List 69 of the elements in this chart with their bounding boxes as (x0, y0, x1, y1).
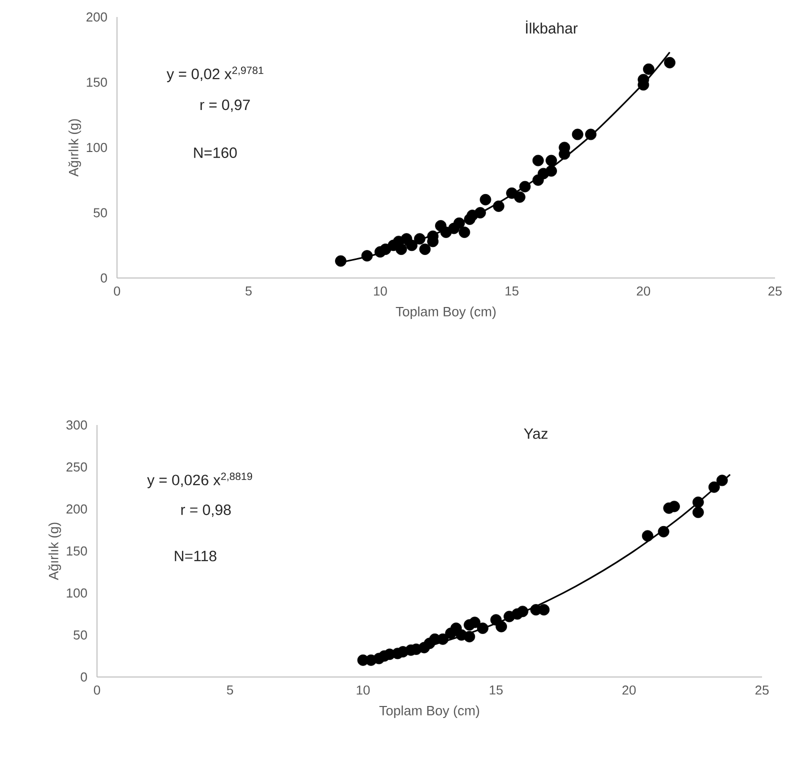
y-tick-label: 300 (66, 420, 87, 430)
point (361, 250, 373, 262)
annotation: y = 0,02 x$^{2,9781}$ (166, 66, 264, 82)
x-tick-label: 5 (246, 286, 252, 296)
point (658, 526, 670, 538)
point (516, 606, 528, 618)
point (437, 633, 449, 645)
point (492, 200, 504, 212)
annotation: y = 0,026 x$^{2,8819}$ (147, 472, 252, 488)
point (464, 630, 476, 642)
point (396, 244, 407, 255)
point (538, 604, 550, 616)
x-tick-label: 0 (114, 286, 120, 296)
y-tick-label: 200 (86, 12, 107, 22)
annotation: N=118 (174, 550, 216, 562)
point (474, 207, 486, 218)
x-tick-label: 15 (490, 686, 503, 695)
annotation: N=160 (194, 147, 237, 158)
chart-title: Yaz (524, 428, 548, 439)
point (496, 620, 508, 632)
chart-title: İlkbahar (526, 20, 578, 34)
point (519, 180, 531, 192)
x-tick-label: 20 (636, 286, 650, 296)
point (642, 63, 654, 75)
point (514, 191, 526, 203)
point (572, 128, 584, 140)
annotation: r = 0,97 (200, 100, 250, 112)
point (585, 128, 596, 140)
y-tick-label: 100 (86, 142, 107, 152)
point (664, 56, 676, 68)
y-axis-title: Ağırlık (g) (48, 522, 62, 580)
y-tick-label: 200 (66, 504, 87, 514)
point (532, 154, 544, 166)
point (692, 496, 704, 508)
point (692, 506, 704, 518)
point (335, 255, 346, 267)
point (477, 622, 488, 634)
point (546, 165, 557, 177)
point (716, 474, 728, 486)
x-tick-label: 15 (506, 286, 518, 296)
x-tick-label: 25 (768, 286, 782, 296)
x-tick-label: 20 (622, 686, 636, 695)
point (642, 530, 654, 542)
point (419, 244, 431, 255)
y-tick-label: 0 (80, 672, 87, 682)
y-axis-title: Ağırlık (g) (68, 119, 82, 177)
x-tick-label: 25 (755, 686, 769, 695)
point (414, 233, 426, 245)
annotation: r = 0,98 (181, 504, 231, 517)
point (546, 154, 557, 166)
x-axis-title: Toplam Boy (cm) (379, 706, 480, 718)
x-axis-title: Toplam Boy (cm) (396, 306, 496, 320)
point (458, 226, 470, 238)
x-tick-label: 10 (374, 286, 387, 296)
y-tick-label: 250 (66, 462, 87, 472)
point (453, 217, 465, 229)
x-tick-label: 10 (356, 686, 370, 695)
y-tick-label: 150 (86, 78, 107, 87)
point (469, 616, 480, 628)
x-tick-label: 5 (226, 686, 234, 695)
y-tick-label: 50 (94, 208, 107, 218)
point (668, 500, 680, 512)
y-tick-label: 50 (74, 630, 87, 640)
point (708, 481, 720, 493)
point (480, 194, 492, 206)
point (406, 240, 418, 252)
y-tick-label: 0 (100, 273, 107, 283)
y-tick-label: 150 (66, 546, 87, 556)
y-tick-label: 100 (66, 588, 87, 598)
